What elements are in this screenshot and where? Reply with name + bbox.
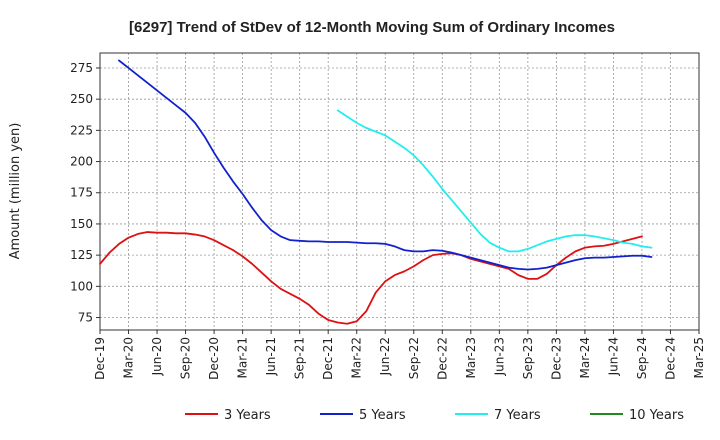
plot-frame: [99, 52, 700, 331]
y-tick-label: 250: [70, 92, 93, 106]
x-tick-label: Dec-21: [321, 337, 335, 380]
y-tick-label: 75: [78, 311, 93, 325]
y-tick-label: 225: [70, 123, 93, 137]
x-tick-label: Sep-24: [635, 337, 649, 379]
y-tick-label: 100: [70, 279, 93, 293]
legend: 3 Years 5 Years 7 Years 10 Years: [185, 408, 684, 423]
x-tick-label: Mar-23: [464, 337, 478, 378]
series-line-1: [99, 231, 643, 325]
series-line-2: [118, 59, 653, 271]
x-tick-label: Dec-19: [93, 337, 107, 380]
x-tick-label: Mar-21: [236, 337, 250, 378]
legend-label: 3 Years: [224, 408, 271, 423]
series-line-3: [336, 109, 653, 253]
x-tick-label: Sep-22: [407, 337, 421, 379]
y-axis: 75 100 125 150 175 200 225 250 275: [70, 61, 100, 325]
x-tick-label: Dec-22: [435, 337, 449, 380]
x-tick-label: Jun-22: [378, 337, 392, 376]
x-tick-label: Jun-21: [264, 337, 278, 376]
x-tick-label: Mar-24: [578, 337, 592, 378]
y-tick-label: 200: [70, 155, 93, 169]
y-axis-label: Amount (million yen): [8, 123, 23, 260]
legend-label: 10 Years: [629, 408, 684, 423]
y-tick-label: 125: [70, 248, 93, 262]
x-tick-label: Mar-25: [692, 337, 706, 378]
x-tick-label: Sep-20: [179, 337, 193, 379]
x-tick-label: Jun-24: [606, 337, 620, 376]
y-tick-label: 150: [70, 217, 93, 231]
y-tick-label: 175: [70, 186, 93, 200]
x-tick-label: Dec-23: [549, 337, 563, 380]
series-lines: [99, 59, 653, 325]
x-tick-label: Sep-21: [293, 337, 307, 379]
x-tick-label: Jun-23: [492, 337, 506, 376]
legend-label: 5 Years: [359, 408, 406, 423]
x-tick-label: Mar-22: [350, 337, 364, 378]
legend-label: 7 Years: [494, 408, 541, 423]
x-tick-label: Dec-20: [207, 337, 221, 380]
x-tick-label: Mar-20: [122, 337, 136, 378]
x-tick-label: Sep-23: [521, 337, 535, 379]
x-tick-label: Dec-24: [663, 337, 677, 380]
y-tick-label: 275: [70, 61, 93, 75]
chart-title: [6297] Trend of StDev of 12-Month Moving…: [129, 19, 615, 36]
x-tick-label: Jun-20: [150, 337, 164, 376]
grid-lines: [99, 53, 700, 330]
x-axis: Dec-19 Mar-20 Jun-20 Sep-20 Dec-20 Mar-21 Jun-…: [93, 330, 706, 380]
